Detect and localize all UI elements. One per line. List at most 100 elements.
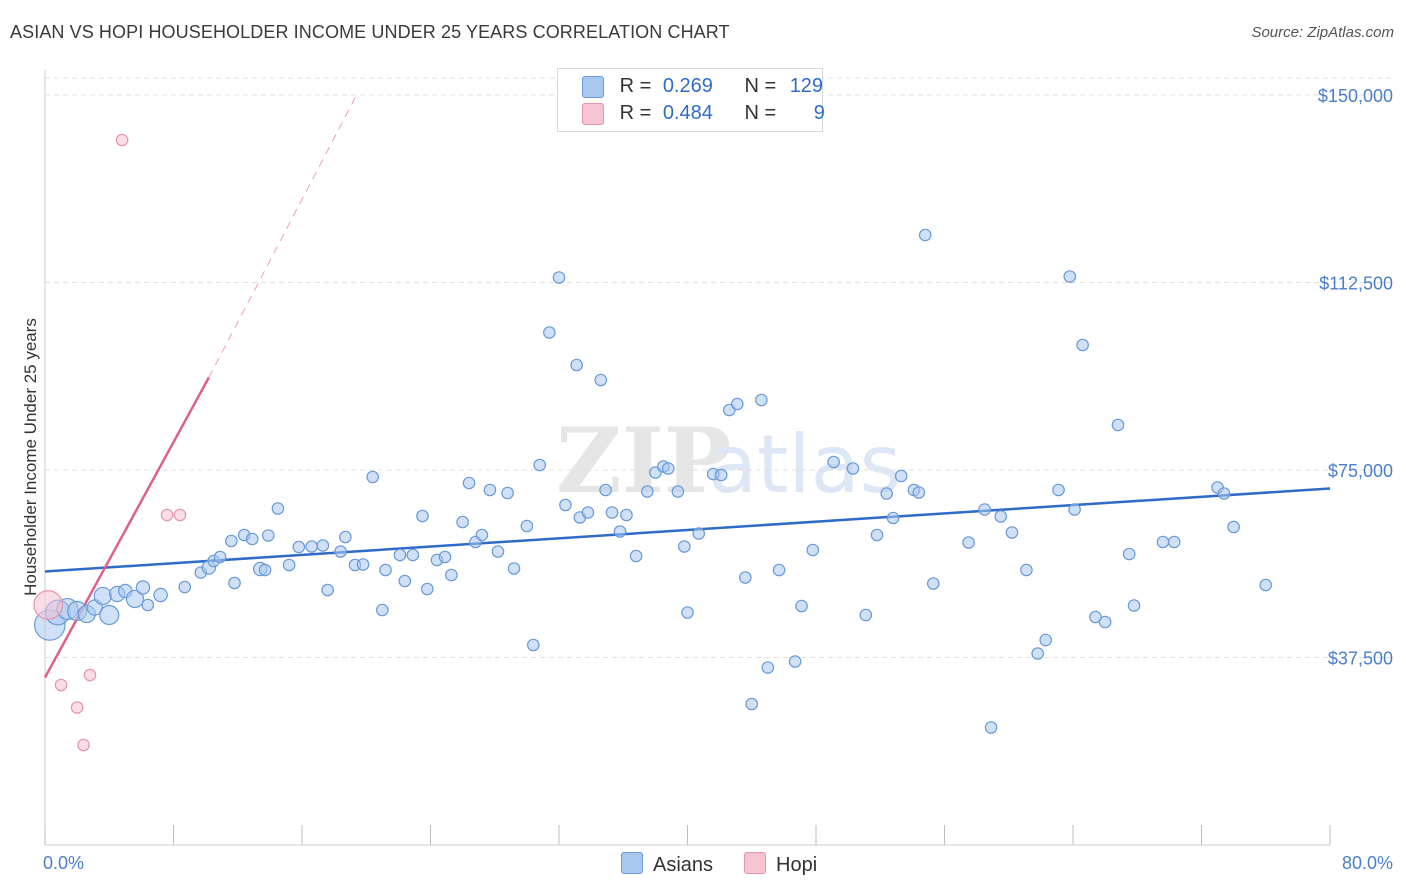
legend-swatch-hopi (582, 102, 604, 125)
asian-point-74 (671, 485, 685, 498)
asian-point-36 (366, 470, 379, 484)
asian-point-57 (533, 458, 547, 472)
bottom-legend-swatch-hopi (744, 852, 766, 874)
asian-point-76 (681, 606, 694, 619)
asian-point-14 (178, 580, 192, 594)
bottom-legend-asians: Asians (621, 852, 713, 877)
asian-point-90 (827, 455, 840, 469)
asian-point-115 (1111, 418, 1125, 432)
hopi-trend-line (43, 376, 210, 679)
asian-point-19 (225, 534, 238, 548)
asian-point-98 (912, 486, 926, 499)
bottom-legend-hopi: Hopi (744, 852, 817, 877)
axes (44, 70, 1331, 846)
asian-point-73 (661, 462, 675, 475)
asian-point-110 (1063, 270, 1077, 283)
legend-row-asians: R = 0.269 N = 129 (582, 75, 823, 101)
asian-point-22 (245, 532, 259, 546)
asian-point-66 (605, 506, 619, 519)
asian-point-112 (1076, 338, 1089, 352)
asian-point-121 (1217, 487, 1231, 500)
y-tick-label-2: $112,500 (1319, 274, 1393, 294)
asian-point-68 (620, 508, 633, 522)
asian-point-50 (475, 528, 489, 542)
asian-point-100 (926, 577, 940, 590)
asian-point-77 (692, 527, 706, 540)
asian-point-83 (745, 697, 759, 711)
asian-point-51 (483, 483, 497, 497)
asian-point-42 (416, 509, 429, 523)
watermark-zip: ZIP (556, 408, 731, 514)
hopi-point-2 (70, 701, 84, 714)
asian-point-108 (1039, 633, 1052, 647)
asian-point-69 (629, 549, 643, 563)
bottom-legend-label-hopi: Hopi (776, 854, 818, 876)
legend-r-label: R = (619, 75, 652, 97)
asian-point-81 (730, 397, 744, 411)
hopi-point-3 (77, 738, 90, 752)
asian-trend-line (44, 487, 1331, 573)
asian-point-27 (282, 558, 296, 572)
asian-point-60 (543, 326, 556, 339)
bottom-legend-label-asians: Asians (653, 854, 714, 876)
legend-r-label: R = (619, 102, 652, 124)
asian-point-46 (445, 568, 458, 582)
asian-point-54 (507, 562, 521, 575)
watermark: ZIP atlas (556, 408, 901, 514)
asian-point-45 (438, 550, 452, 564)
asian-point-30 (316, 539, 330, 552)
asian-point-38 (379, 563, 392, 577)
chart-title: ASIAN VS HOPI HOUSEHOLDER INCOME UNDER 2… (10, 22, 730, 42)
asian-point-28 (292, 540, 306, 554)
hopi-point-1 (54, 678, 68, 692)
asian-point-26 (271, 502, 285, 515)
asian-point-122 (1227, 520, 1240, 534)
asian-point-89 (806, 543, 820, 557)
asian-point-123 (1259, 578, 1273, 592)
asian-point-117 (1127, 599, 1141, 612)
hopi-point-6 (160, 508, 174, 522)
data-points (33, 133, 1273, 752)
asian-point-118 (1156, 535, 1170, 549)
asian-point-93 (870, 528, 884, 542)
asian-point-61 (570, 358, 583, 372)
asian-point-106 (1020, 563, 1033, 577)
asian-point-37 (376, 603, 389, 617)
asian-point-107 (1031, 647, 1044, 660)
asian-point-79 (714, 468, 728, 482)
asian-point-82 (739, 571, 752, 584)
asian-point-43 (420, 582, 434, 596)
asian-point-53 (501, 486, 514, 500)
y-tick-label-1: $75,000 (1328, 461, 1393, 481)
asian-point-114 (1098, 615, 1112, 629)
legend-swatch-asians (582, 75, 604, 98)
asian-point-113 (1089, 610, 1102, 624)
asian-point-101 (962, 536, 975, 549)
asian-point-67 (613, 525, 627, 538)
asian-point-40 (398, 574, 412, 588)
legend-n-value-hopi: 9 (813, 102, 825, 124)
asian-point-41 (406, 548, 420, 562)
asian-point-96 (894, 469, 908, 483)
x-tick-label-1: 80.0% (1342, 853, 1393, 873)
y-tick-label-0: $37,500 (1328, 649, 1393, 669)
asian-point-59 (559, 498, 572, 512)
asian-point-31 (321, 583, 334, 597)
watermark-atlas: atlas (708, 418, 901, 511)
asian-point-11 (135, 580, 151, 595)
asian-point-102 (978, 503, 991, 516)
asian-point-6 (93, 586, 112, 606)
asian-point-48 (462, 476, 476, 490)
legend-r-value-asians: 0.269 (662, 75, 713, 97)
asian-point-91 (846, 462, 860, 475)
asian-point-29 (305, 540, 318, 553)
tick-labels: $37,500 $75,000 $112,500 $150,000 0.0% 80.0% (43, 86, 1393, 873)
asian-point-13 (153, 587, 168, 603)
asian-point-103 (984, 721, 998, 734)
asian-point-58 (552, 271, 566, 284)
asian-point-119 (1167, 535, 1181, 549)
asian-point-12 (141, 598, 155, 612)
asian-point-85 (761, 661, 775, 674)
asian-point-63 (581, 506, 595, 519)
